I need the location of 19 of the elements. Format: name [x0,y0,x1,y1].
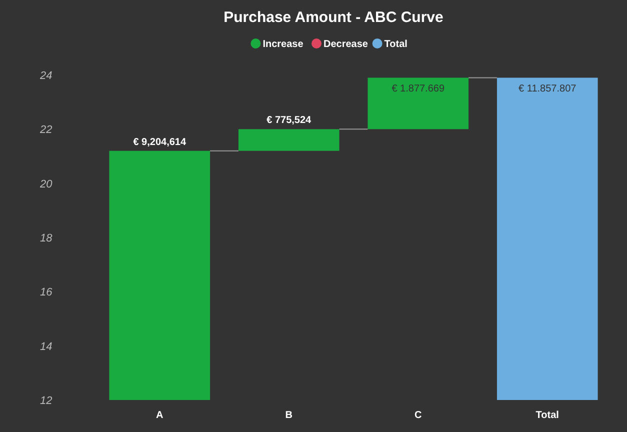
annotation: € 11.857.807 [518,84,577,95]
y-tick-label: 16 [40,286,54,299]
legend-label: Decrease [324,39,368,50]
y-tick-label: 18 [40,232,54,244]
y-tick-label: 12 [40,395,52,407]
x-tick-label: Total [536,410,560,421]
y-tick-label: 22 [39,124,52,136]
annotation: € 9,204,614 [133,136,186,148]
y-tick-label: 20 [39,178,54,190]
legend-label: Total [384,39,408,50]
x-tick-label: C [414,410,422,421]
y-tick-label: 14 [40,340,52,353]
x-tick-label: A [156,410,164,421]
legend-label: Increase [262,39,304,50]
annotation: € 775,524 [266,115,312,126]
chart-title: Purchase Amount - ABC Curve [224,9,444,26]
annotation: € 1.877.669 [392,84,445,95]
x-tick-label: B [285,410,292,421]
y-tick-label: 24 [39,70,52,82]
